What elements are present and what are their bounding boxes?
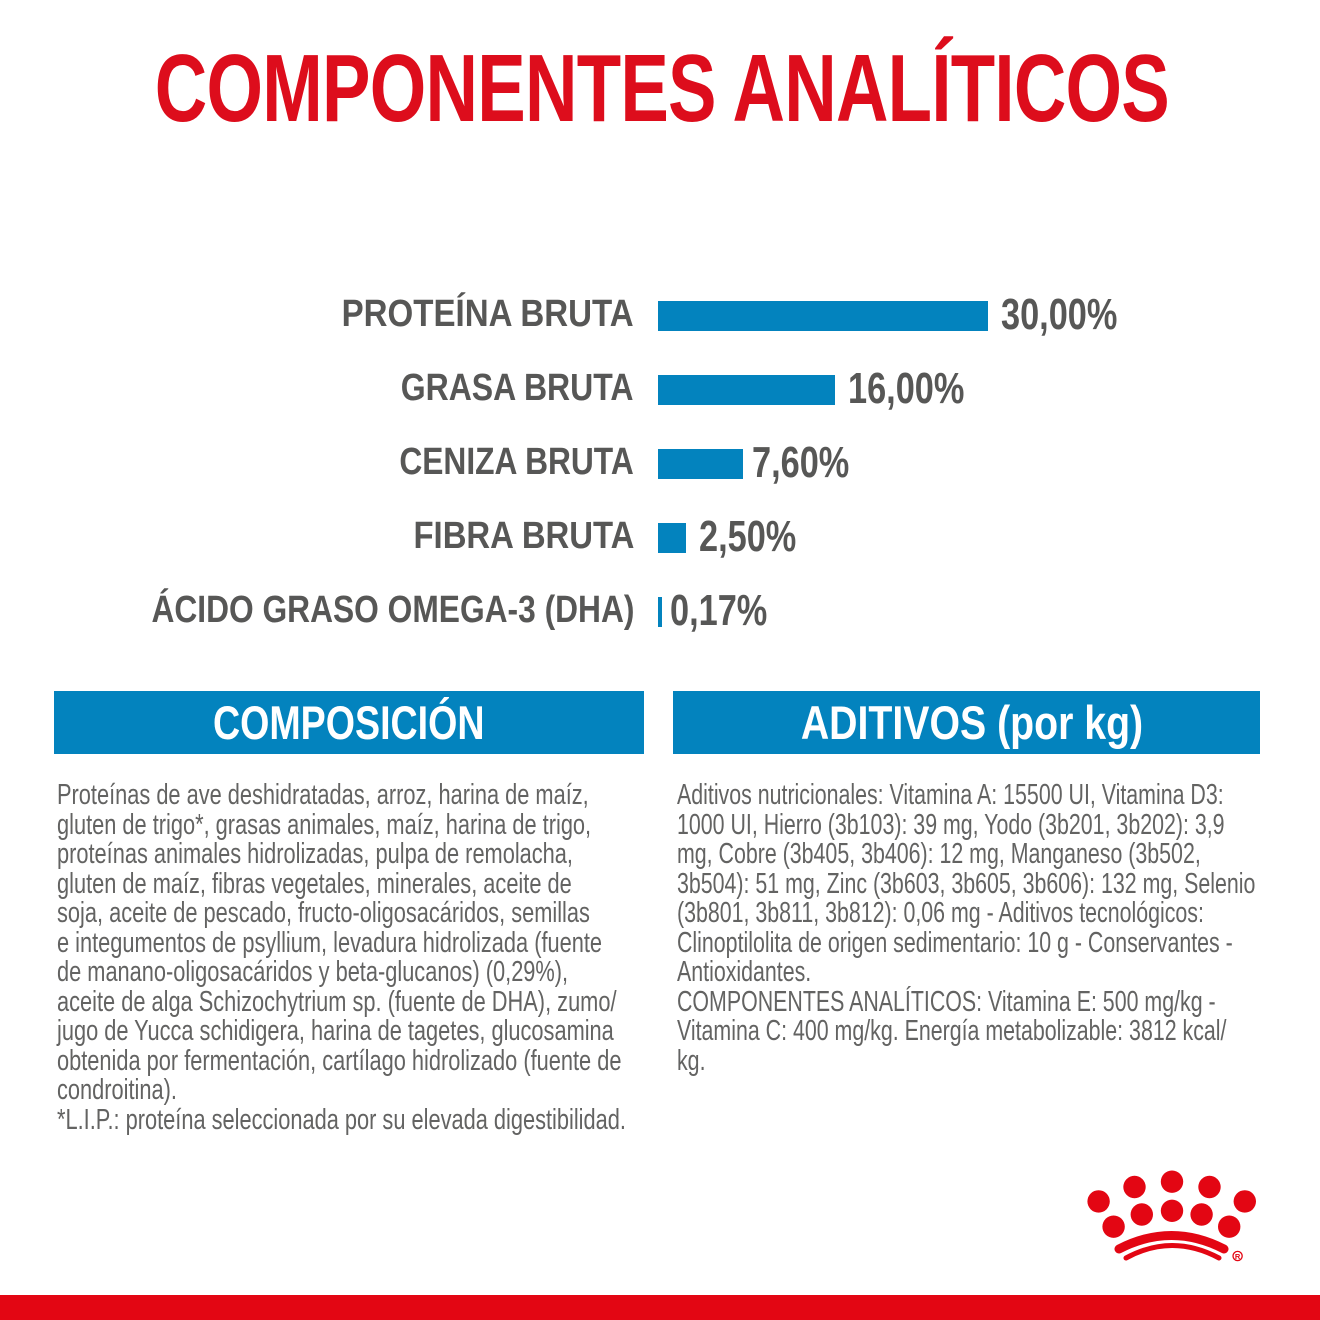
svg-text:R: R — [1235, 1252, 1241, 1261]
